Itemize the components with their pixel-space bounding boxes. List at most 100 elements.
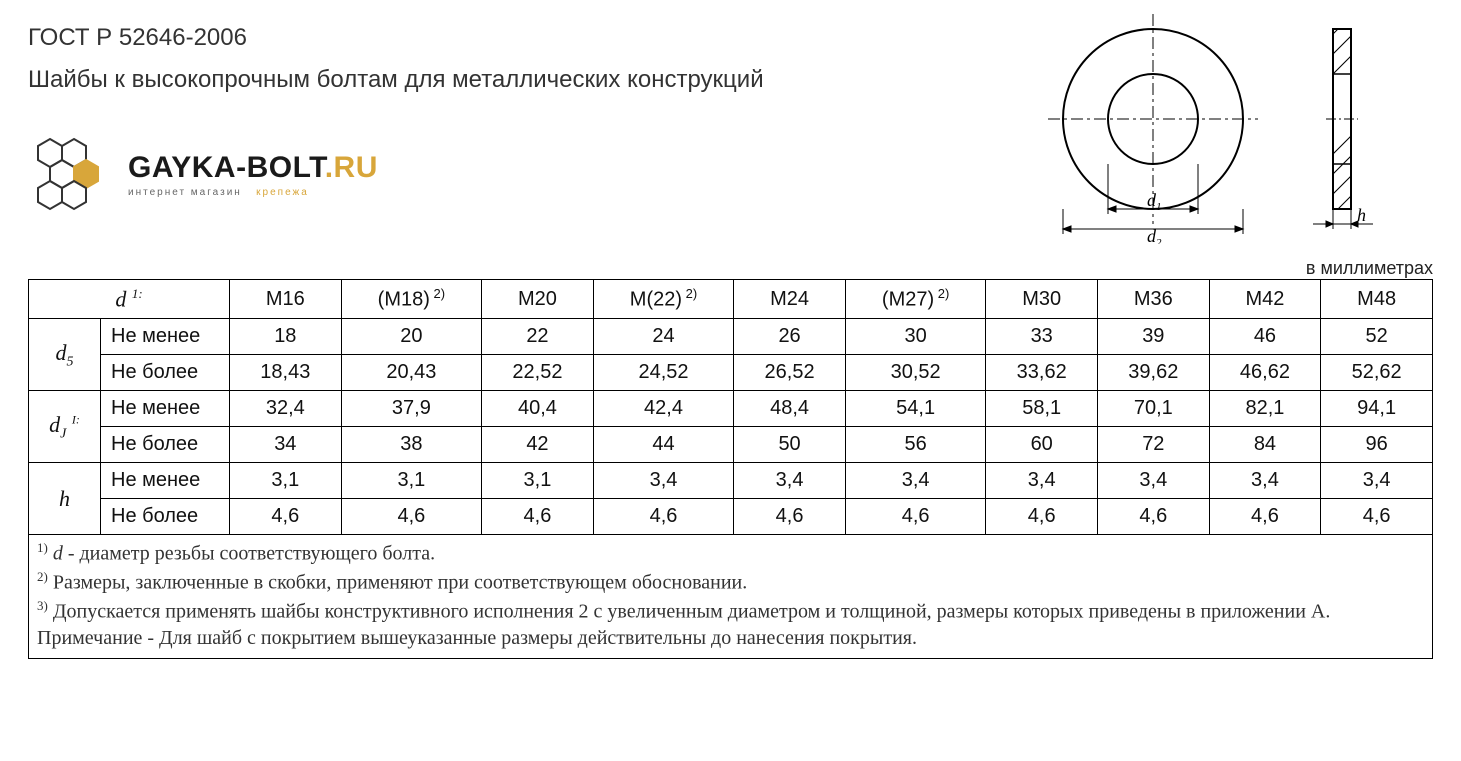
limit-label: Не более — [101, 427, 230, 463]
value-cell: 18 — [230, 319, 342, 355]
header-row: d 1: M16(M18) 2)M20M(22) 2)M24(M27) 2)M3… — [29, 280, 1433, 319]
param-symbol: dJ I: — [29, 391, 101, 463]
value-cell: 4,6 — [1098, 499, 1210, 535]
value-cell: 3,4 — [734, 463, 846, 499]
value-cell: 3,4 — [1098, 463, 1210, 499]
value-cell: 42,4 — [593, 391, 734, 427]
logo-tag2: крепежа — [256, 187, 309, 198]
logo-dot: . — [325, 151, 334, 184]
value-cell: 4,6 — [986, 499, 1098, 535]
limit-label: Не менее — [101, 391, 230, 427]
note-1: 1) d - диаметр резьбы соответствующего б… — [37, 539, 1424, 568]
value-cell: 38 — [341, 427, 482, 463]
value-cell: 46,62 — [1209, 355, 1321, 391]
value-cell: 3,4 — [1321, 463, 1433, 499]
value-cell: 40,4 — [482, 391, 594, 427]
value-cell: 56 — [845, 427, 986, 463]
spec-table: d 1: M16(M18) 2)M20M(22) 2)M24(M27) 2)M3… — [28, 279, 1433, 535]
value-cell: 4,6 — [845, 499, 986, 535]
size-header: M24 — [734, 280, 846, 319]
value-cell: 18,43 — [230, 355, 342, 391]
size-header: (M27) 2) — [845, 280, 986, 319]
value-cell: 4,6 — [1321, 499, 1433, 535]
value-cell: 4,6 — [482, 499, 594, 535]
table-row: dJ I:Не менее32,437,940,442,448,454,158,… — [29, 391, 1433, 427]
note-4: Примечание - Для шайб с покрытием вышеук… — [37, 625, 1424, 652]
value-cell: 70,1 — [1098, 391, 1210, 427]
table-row: d5Не менее18202224263033394652 — [29, 319, 1433, 355]
value-cell: 50 — [734, 427, 846, 463]
hex-logo-icon — [28, 134, 118, 214]
size-header: (M18) 2) — [341, 280, 482, 319]
value-cell: 52 — [1321, 319, 1433, 355]
value-cell: 24 — [593, 319, 734, 355]
size-header: M36 — [1098, 280, 1210, 319]
size-header: M30 — [986, 280, 1098, 319]
value-cell: 72 — [1098, 427, 1210, 463]
value-cell: 3,4 — [1209, 463, 1321, 499]
value-cell: 32,4 — [230, 391, 342, 427]
logo-tagline: интернет магазин крепежа — [128, 187, 378, 198]
value-cell: 30,52 — [845, 355, 986, 391]
value-cell: 84 — [1209, 427, 1321, 463]
table-row: Не более4,64,64,64,64,64,64,64,64,64,6 — [29, 499, 1433, 535]
table-row: Не более18,4320,4322,5224,5226,5230,5233… — [29, 355, 1433, 391]
value-cell: 3,1 — [482, 463, 594, 499]
value-cell: 22 — [482, 319, 594, 355]
limit-label: Не менее — [101, 319, 230, 355]
value-cell: 37,9 — [341, 391, 482, 427]
value-cell: 3,4 — [986, 463, 1098, 499]
value-cell: 33,62 — [986, 355, 1098, 391]
value-cell: 4,6 — [734, 499, 846, 535]
size-header: M42 — [1209, 280, 1321, 319]
value-cell: 52,62 — [1321, 355, 1433, 391]
value-cell: 33 — [986, 319, 1098, 355]
logo-main-text: GAYKA-BOLT.RU — [128, 151, 378, 185]
value-cell: 48,4 — [734, 391, 846, 427]
table-row: Не более34384244505660728496 — [29, 427, 1433, 463]
param-symbol: d5 — [29, 319, 101, 391]
dim-d1: d1 — [1147, 190, 1162, 213]
value-cell: 22,52 — [482, 355, 594, 391]
value-cell: 20,43 — [341, 355, 482, 391]
value-cell: 3,1 — [230, 463, 342, 499]
value-cell: 44 — [593, 427, 734, 463]
value-cell: 39 — [1098, 319, 1210, 355]
units-label: в миллиметрах — [1306, 258, 1433, 279]
value-cell: 58,1 — [986, 391, 1098, 427]
param-symbol: h — [29, 463, 101, 535]
size-header: M48 — [1321, 280, 1433, 319]
size-header: M16 — [230, 280, 342, 319]
value-cell: 4,6 — [230, 499, 342, 535]
notes-block: 1) d - диаметр резьбы соответствующего б… — [28, 535, 1433, 659]
site-logo: GAYKA-BOLT.RU интернет магазин крепежа — [28, 134, 378, 214]
note-2: 2) Размеры, заключенные в скобки, примен… — [37, 568, 1424, 597]
value-cell: 46 — [1209, 319, 1321, 355]
value-cell: 26 — [734, 319, 846, 355]
value-cell: 42 — [482, 427, 594, 463]
note-3: 3) Допускается применять шайбы конструкт… — [37, 597, 1424, 626]
table-row: hНе менее3,13,13,13,43,43,43,43,43,43,4 — [29, 463, 1433, 499]
value-cell: 4,6 — [1209, 499, 1321, 535]
value-cell: 30 — [845, 319, 986, 355]
value-cell: 4,6 — [593, 499, 734, 535]
logo-text-block: GAYKA-BOLT.RU интернет магазин крепежа — [128, 151, 378, 198]
value-cell: 60 — [986, 427, 1098, 463]
value-cell: 3,1 — [341, 463, 482, 499]
value-cell: 82,1 — [1209, 391, 1321, 427]
logo-ru: RU — [334, 151, 378, 184]
value-cell: 24,52 — [593, 355, 734, 391]
washer-drawing: d1 d2 — [1043, 14, 1403, 249]
limit-label: Не менее — [101, 463, 230, 499]
value-cell: 4,6 — [341, 499, 482, 535]
value-cell: 54,1 — [845, 391, 986, 427]
dim-h: h — [1357, 205, 1366, 225]
size-header: M(22) 2) — [593, 280, 734, 319]
d-header-cell: d 1: — [29, 280, 230, 319]
value-cell: 3,4 — [845, 463, 986, 499]
size-header: M20 — [482, 280, 594, 319]
header-area: ГОСТ Р 52646-2006 Шайбы к высокопрочным … — [28, 24, 1433, 279]
value-cell: 34 — [230, 427, 342, 463]
limit-label: Не более — [101, 355, 230, 391]
value-cell: 26,52 — [734, 355, 846, 391]
